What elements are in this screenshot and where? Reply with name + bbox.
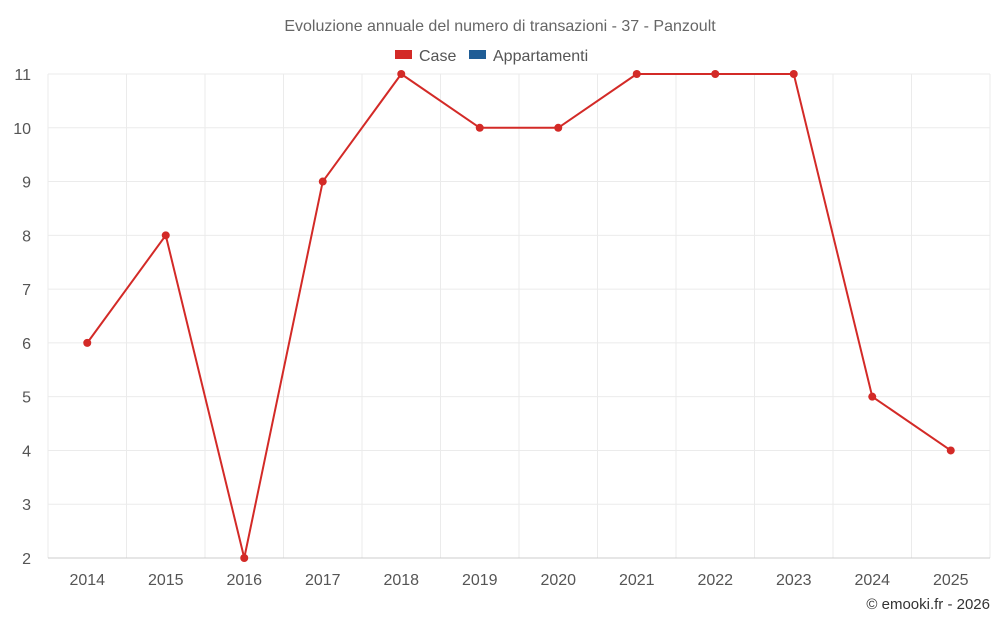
data-point[interactable] (318, 177, 327, 186)
legend: Case Appartamenti (395, 48, 588, 65)
y-tick-label: 6 (22, 336, 31, 353)
legend-item-case[interactable]: Case (395, 48, 456, 65)
x-tick-label: 2024 (854, 572, 890, 589)
data-point[interactable] (632, 70, 641, 78)
x-tick-label: 2017 (305, 572, 341, 589)
data-point[interactable] (789, 70, 798, 78)
chart-title: Evoluzione annuale del numero di transaz… (284, 18, 716, 35)
x-tick-label: 2022 (697, 572, 733, 589)
legend-label-appartamenti: Appartamenti (493, 48, 588, 65)
legend-swatch-appartamenti (469, 50, 486, 59)
y-tick-label: 9 (22, 175, 31, 192)
data-point[interactable] (711, 70, 720, 78)
y-tick-label: 2 (22, 551, 31, 568)
data-point[interactable] (554, 123, 563, 132)
y-tick-label: 5 (22, 390, 31, 407)
legend-label-case: Case (419, 48, 456, 65)
legend-swatch-case (395, 50, 412, 59)
y-axis-tick-labels: 2 3 4 5 6 7 8 9 10 11 (13, 67, 31, 568)
y-tick-label: 11 (14, 67, 31, 84)
y-tick-label: 10 (13, 121, 31, 138)
x-tick-label: 2015 (148, 572, 184, 589)
x-tick-label: 2019 (462, 572, 498, 589)
x-gridlines (47, 74, 991, 558)
data-point[interactable] (240, 554, 249, 562)
data-point[interactable] (161, 231, 170, 240)
x-tick-label: 2018 (383, 572, 419, 589)
legend-item-appartamenti[interactable]: Appartamenti (469, 48, 588, 65)
x-tick-label: 2021 (619, 572, 655, 589)
data-point[interactable] (946, 446, 955, 455)
x-tick-label: 2016 (226, 572, 262, 589)
y-tick-label: 4 (22, 443, 31, 460)
x-tick-label: 2014 (69, 572, 105, 589)
series-points (83, 70, 955, 562)
data-point[interactable] (83, 338, 92, 347)
y-tick-label: 7 (22, 282, 31, 299)
y-tick-label: 8 (22, 228, 31, 245)
series-line-case (86, 73, 952, 559)
y-tick-label: 3 (22, 497, 31, 514)
x-tick-label: 2020 (540, 572, 576, 589)
credit-text: © emooki.fr - 2026 (866, 596, 990, 613)
x-tick-label: 2025 (933, 572, 969, 589)
x-axis-tick-labels: 2014 2015 2016 2017 2018 2019 2020 2021 2022 2023… (69, 572, 968, 589)
data-point[interactable] (397, 70, 406, 78)
series-lines (86, 73, 952, 559)
data-point[interactable] (475, 123, 484, 132)
x-tick-label: 2023 (776, 572, 812, 589)
data-point[interactable] (868, 392, 877, 401)
